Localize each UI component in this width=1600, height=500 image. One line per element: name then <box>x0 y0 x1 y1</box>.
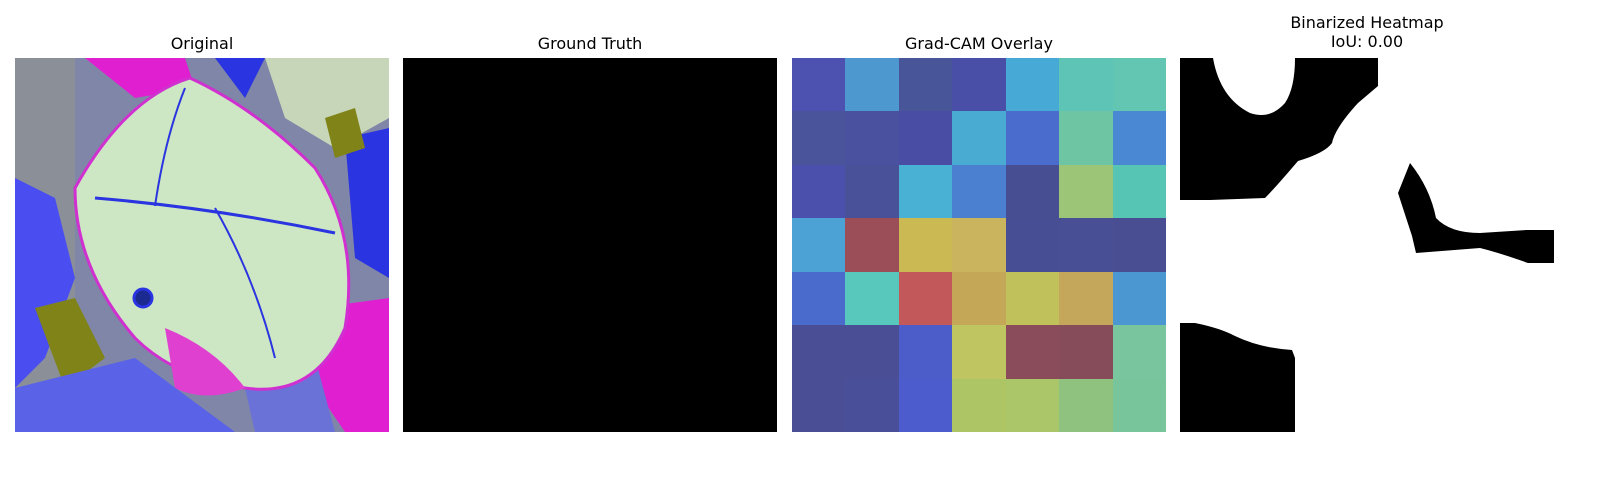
heatmap-cell <box>1005 164 1060 219</box>
heatmap-cell <box>1005 218 1060 272</box>
heatmap-cell <box>845 164 899 219</box>
heatmap-cell <box>952 164 1006 219</box>
heatmap-cell <box>1112 164 1166 219</box>
heatmap-cell <box>792 58 846 112</box>
heatmap-cell <box>1059 58 1113 112</box>
heatmap-cell <box>952 111 1006 165</box>
heatmap-cell <box>898 378 953 432</box>
heatmap-cell <box>845 378 899 432</box>
original-image <box>15 58 389 432</box>
heatmap-cell <box>845 218 899 272</box>
heatmap-cell <box>1005 271 1060 326</box>
binarized-title-text: Binarized Heatmap <box>1290 13 1444 32</box>
heatmap-cell <box>1112 111 1166 165</box>
binarized-title: Binarized Heatmap IoU: 0.00 <box>1180 13 1554 51</box>
heatmap-cell <box>1112 325 1166 379</box>
heatmap-cell <box>792 325 846 379</box>
ground-truth-mask <box>403 58 777 432</box>
heatmap-cell <box>845 271 899 326</box>
heatmap-cell <box>845 111 899 165</box>
heatmap-cell <box>952 271 1006 326</box>
heatmap-cell <box>1112 378 1166 432</box>
binarized-heatmap <box>1180 58 1554 432</box>
heatmap-cell <box>792 111 846 165</box>
heatmap-cell <box>792 164 846 219</box>
heatmap-cell <box>1059 325 1113 379</box>
heatmap-cell <box>1112 271 1166 326</box>
heatmap-cell <box>898 58 953 112</box>
heatmap-cell <box>898 111 953 165</box>
heatmap-cell <box>898 164 953 219</box>
heatmap-cell <box>1005 58 1060 112</box>
heatmap-cell <box>1059 164 1113 219</box>
heatmap-cell <box>952 378 1006 432</box>
heatmap-cell <box>1059 271 1113 326</box>
original-title: Original <box>170 34 234 53</box>
heatmap-cell <box>845 58 899 112</box>
heatmap-cell <box>898 218 953 272</box>
heatmap-cell <box>898 271 953 326</box>
gradcam-title: Grad-CAM Overlay <box>905 34 1053 53</box>
ground-truth-title: Ground Truth <box>537 34 643 53</box>
heatmap-cell <box>1005 325 1060 379</box>
heatmap-cell <box>1059 218 1113 272</box>
heatmap-cell <box>952 325 1006 379</box>
heatmap-cell <box>952 58 1006 112</box>
gradcam-heatmap-grid <box>792 58 1166 432</box>
gradcam-overlay <box>792 58 1166 432</box>
heatmap-cell <box>792 378 846 432</box>
heatmap-cell <box>1112 218 1166 272</box>
heatmap-cell <box>952 218 1006 272</box>
heatmap-cell <box>1059 378 1113 432</box>
heatmap-cell <box>1005 111 1060 165</box>
heatmap-cell <box>845 325 899 379</box>
iou-score: IoU: 0.00 <box>1330 32 1404 51</box>
heatmap-cell <box>1005 378 1060 432</box>
heatmap-cell <box>898 325 953 379</box>
heatmap-cell <box>1112 58 1166 112</box>
heatmap-cell <box>1059 111 1113 165</box>
heatmap-cell <box>792 271 846 326</box>
heatmap-cell <box>792 218 846 272</box>
